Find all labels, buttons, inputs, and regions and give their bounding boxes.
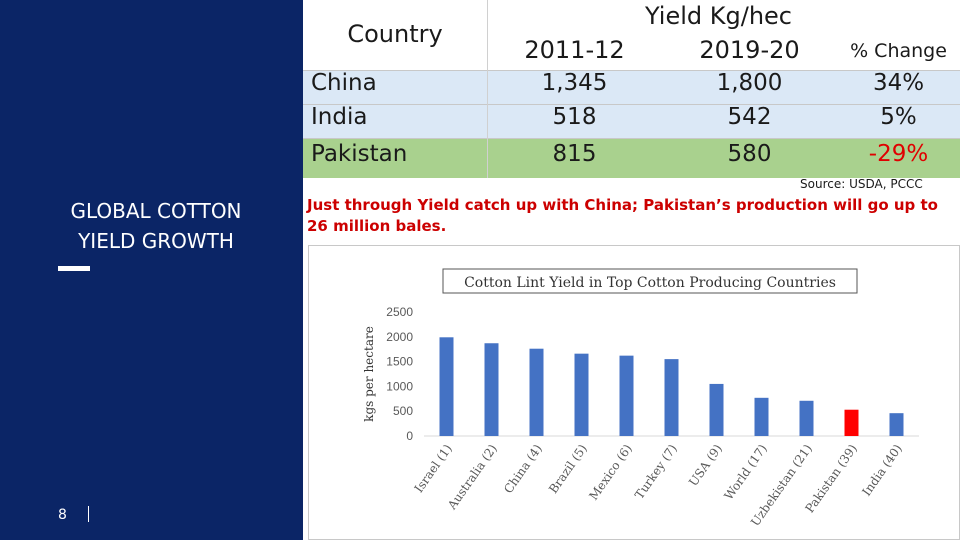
x-tick-label: USA (9) — [686, 442, 725, 489]
bar-india — [889, 413, 904, 436]
yield-chart: Cotton Lint Yield in Top Cotton Producin… — [308, 245, 960, 540]
x-tick-label: India (40) — [859, 442, 905, 499]
x-tick-label: Turkey (7) — [632, 442, 680, 502]
title-underline — [58, 266, 90, 271]
bar-world — [754, 397, 769, 436]
cell-pakistan-2019: 580 — [662, 138, 837, 178]
page-number: 8 — [58, 507, 67, 523]
cell-india-2011: 518 — [487, 104, 662, 138]
y-tick-label: 2500 — [386, 305, 413, 319]
column-header-change: % Change — [837, 34, 960, 70]
source-note: Source: USDA, PCCC — [800, 177, 923, 191]
x-tick-label: China (4) — [501, 442, 545, 496]
y-tick-label: 500 — [393, 404, 413, 418]
cell-china-change: 34% — [837, 70, 960, 104]
cell-pakistan-2011: 815 — [487, 138, 662, 178]
bar-china — [529, 348, 544, 436]
country-header: Country — [303, 0, 487, 70]
bar-usa — [709, 383, 724, 436]
y-tick-label: 1000 — [386, 379, 413, 393]
cell-india-change: 5% — [837, 104, 960, 138]
chart-title-box — [442, 268, 858, 294]
column-header-2019: 2019-20 — [662, 34, 837, 70]
x-tick-label: Brazil (5) — [546, 442, 590, 496]
cell-china-2019: 1,800 — [662, 70, 837, 104]
chart-title: Cotton Lint Yield in Top Cotton Producin… — [464, 275, 836, 291]
bar-pakistan — [844, 409, 859, 436]
column-divider — [487, 0, 488, 178]
row-divider — [303, 104, 960, 105]
country-cell-india: India — [303, 104, 487, 138]
bar-brazil — [574, 353, 589, 436]
row-divider — [303, 70, 960, 71]
bar-uzbekistan — [799, 400, 814, 436]
y-axis-label: kgs per hectare — [362, 326, 376, 422]
country-cell-china: China — [303, 70, 487, 104]
row-divider — [303, 138, 960, 139]
highlight-note: Just through Yield catch up with China; … — [307, 196, 938, 235]
cell-pakistan-change: -29% — [837, 138, 960, 178]
slide-title: GLOBAL COTTON YIELD GROWTH — [70, 199, 242, 253]
bar-turkey — [664, 359, 679, 436]
y-tick-label: 1500 — [386, 355, 413, 369]
sidebar: GLOBAL COTTON YIELD GROWTH 8 — [0, 0, 303, 540]
column-header-2011: 2011-12 — [487, 34, 662, 70]
yield-header: Yield Kg/hec — [487, 0, 960, 34]
country-cell-pakistan: Pakistan — [303, 138, 487, 178]
yield-chart-svg: Cotton Lint Yield in Top Cotton Producin… — [362, 268, 919, 529]
x-tick-label: World (17) — [722, 442, 770, 503]
bar-mexico — [619, 355, 634, 436]
y-tick-label: 0 — [406, 429, 413, 443]
bar-australia — [484, 343, 499, 436]
cell-india-2019: 542 — [662, 104, 837, 138]
x-tick-label: Israel (1) — [412, 442, 455, 496]
page-divider — [88, 506, 89, 522]
x-tick-label: Mexico (6) — [586, 442, 635, 503]
cell-china-2011: 1,345 — [487, 70, 662, 104]
bar-israel — [439, 337, 454, 436]
y-tick-label: 2000 — [386, 330, 413, 344]
